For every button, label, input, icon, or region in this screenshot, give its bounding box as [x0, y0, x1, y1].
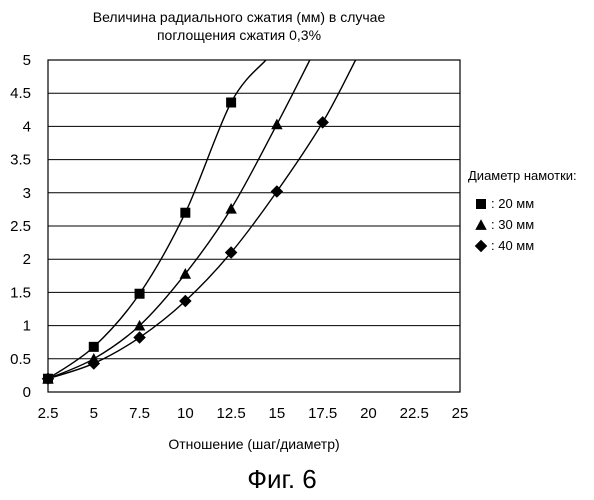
x-tick-label-5: 5 — [90, 405, 98, 422]
legend-items: : 20 мм : 30 мм : 40 мм — [475, 196, 534, 253]
y-tick-label-3: 3 — [23, 185, 31, 202]
chart-title-line-2: поглощения сжатия 0,3% — [157, 27, 321, 43]
x-tick-label-7-5: 7.5 — [129, 405, 150, 422]
x-tick-label-2-5: 2.5 — [38, 405, 59, 422]
legend: Диаметр намотки: : 20 мм : 30 мм : 40 мм — [468, 168, 577, 253]
x-tick-label-10: 10 — [177, 405, 194, 422]
x-tick-label-17-5: 17.5 — [308, 405, 337, 422]
legend-title: Диаметр намотки: — [468, 168, 577, 183]
y-tick-label-5: 5 — [23, 52, 31, 69]
x-tick-label-15: 15 — [269, 405, 286, 422]
marker-square-20-2 — [135, 289, 145, 299]
marker-triangle-30-4 — [225, 203, 237, 214]
x-axis-label: Отношение (шаг/диаметр) — [168, 436, 339, 452]
marker-square-20-3 — [180, 208, 190, 218]
legend-label-square: : 20 мм — [491, 196, 534, 211]
marker-triangle-30-5 — [271, 119, 283, 130]
y-tick-label-1: 1 — [23, 318, 31, 335]
x-tick-label-20: 20 — [360, 405, 377, 422]
y-tick-label-0-5: 0.5 — [10, 351, 31, 368]
y-tick-labels: 0 0.5 1 1.5 2 2.5 3 3.5 4 4.5 5 — [10, 52, 31, 401]
y-tick-label-4-5: 4.5 — [10, 85, 31, 102]
series-line-40 — [48, 60, 356, 379]
legend-marker-square — [476, 199, 486, 209]
y-tick-label-4: 4 — [23, 118, 31, 135]
legend-label-triangle: : 30 мм — [491, 217, 534, 232]
x-tick-label-25: 25 — [452, 405, 469, 422]
series-curves — [48, 60, 356, 379]
marker-diamond-40-2 — [133, 331, 146, 344]
series-line-30 — [48, 60, 310, 379]
marker-diamond-40-5 — [271, 185, 284, 198]
y-tick-label-2-5: 2.5 — [10, 218, 31, 235]
chart-title-line-1: Величина радиального сжатия (мм) в случа… — [93, 9, 386, 25]
y-tick-label-1-5: 1.5 — [10, 284, 31, 301]
series-markers — [42, 97, 329, 384]
legend-label-diamond: : 40 мм — [491, 238, 534, 253]
y-tick-label-2: 2 — [23, 251, 31, 268]
legend-marker-triangle — [475, 219, 487, 230]
legend-marker-diamond — [475, 240, 488, 253]
series-line-20 — [48, 60, 266, 379]
chart-title: Величина радиального сжатия (мм) в случа… — [93, 9, 386, 43]
x-tick-label-22-5: 22.5 — [400, 405, 429, 422]
x-tick-labels: 2.5 5 7.5 10 12.5 15 17.5 20 22.5 25 — [38, 405, 469, 422]
marker-square-20-4 — [226, 97, 236, 107]
grid-lines — [48, 93, 460, 359]
marker-square-20-1 — [89, 342, 99, 352]
figure-caption: Фиг. 6 — [247, 464, 317, 494]
y-tick-label-0: 0 — [23, 384, 31, 401]
x-tick-label-12-5: 12.5 — [217, 405, 246, 422]
y-tick-label-3-5: 3.5 — [10, 152, 31, 169]
